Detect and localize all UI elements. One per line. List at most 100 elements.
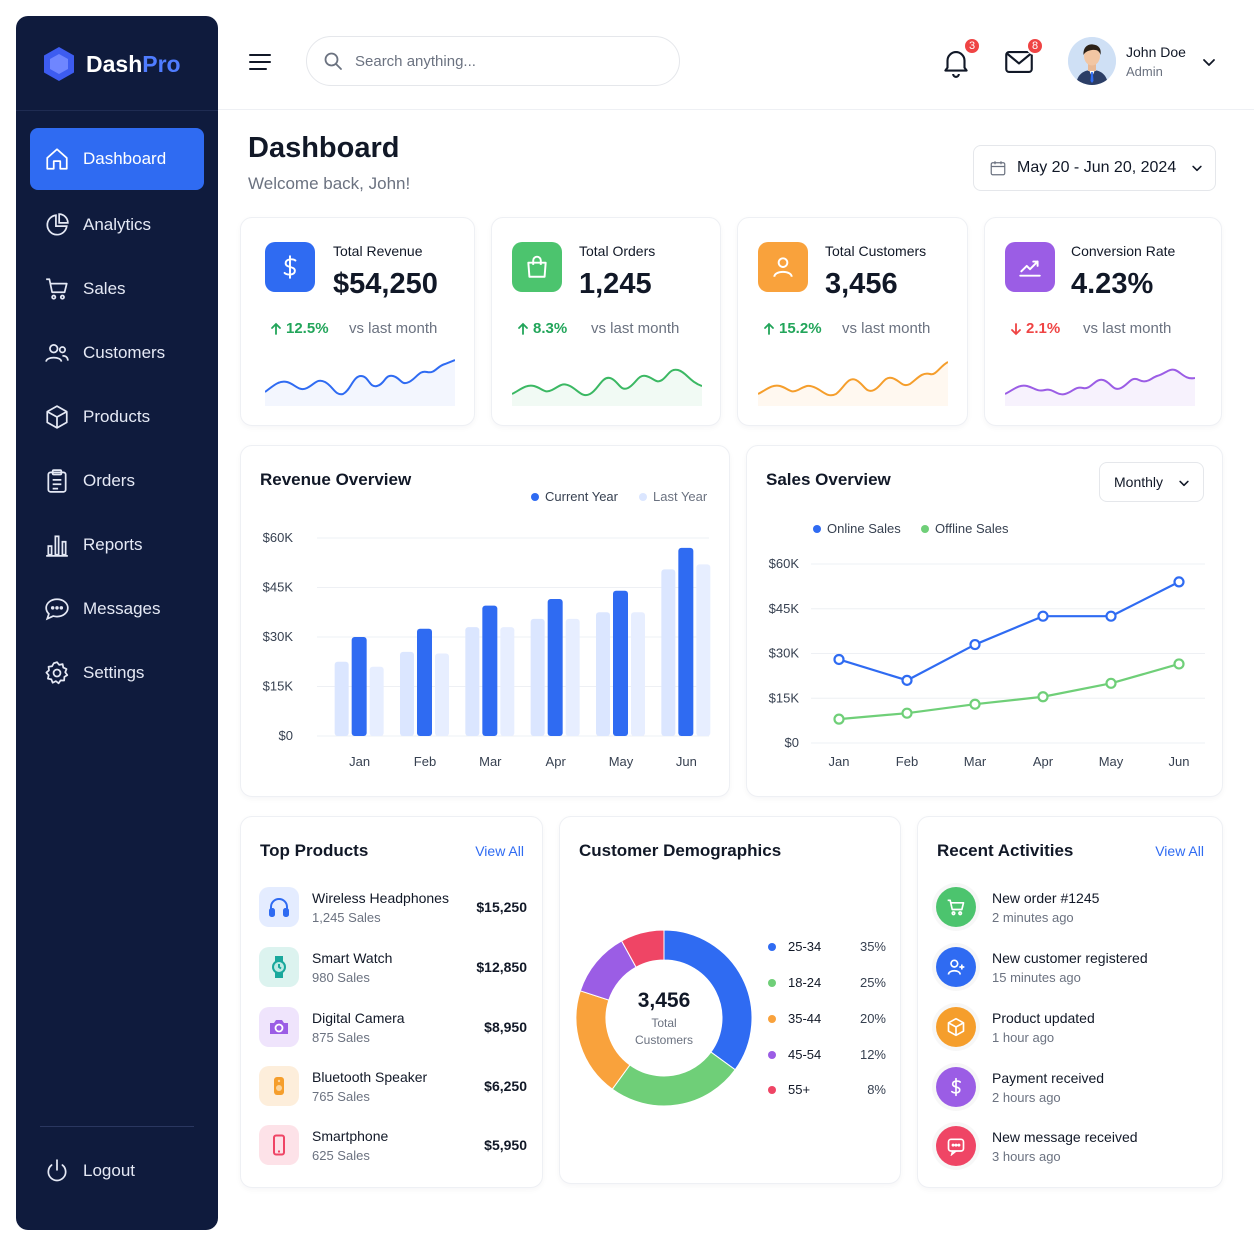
sidebar-divider: [40, 1126, 194, 1127]
list-item[interactable]: Smart Watch 980 Sales $12,850: [259, 947, 527, 991]
bar-current-year: [678, 547, 694, 736]
offline-sales-point: [1173, 658, 1185, 670]
list-item[interactable]: Digital Camera 875 Sales $8,950: [259, 1007, 527, 1051]
pie-chart-icon: [46, 213, 69, 236]
stat-label: Total Orders: [579, 243, 656, 259]
bell-icon: [944, 51, 968, 78]
logout-button[interactable]: Logout: [30, 1140, 204, 1202]
y-tick-label: $45K: [769, 601, 800, 616]
sidebar-item-dashboard[interactable]: Dashboard: [30, 128, 204, 190]
date-range-picker[interactable]: May 20 - Jun 20, 2024: [973, 145, 1216, 191]
product-amount: $6,250: [484, 1078, 527, 1094]
chevron-down-icon[interactable]: [1200, 53, 1218, 71]
search-input[interactable]: [355, 52, 635, 70]
activity-icon-circle: [936, 1007, 976, 1047]
activity-icon-circle: [936, 887, 976, 927]
legend-online-sales[interactable]: Online Sales: [813, 521, 901, 536]
watch-icon: [272, 956, 286, 978]
donut-center-value: 3,456: [637, 989, 691, 1012]
view-all-activities-link[interactable]: View All: [1155, 843, 1204, 859]
list-item[interactable]: Product updated 1 hour ago: [936, 1007, 1206, 1051]
y-tick-label: $30K: [263, 629, 294, 644]
menu-icon[interactable]: [246, 48, 274, 76]
sidebar-item-customers[interactable]: Customers: [30, 322, 204, 384]
sidebar-item-sales[interactable]: Sales: [30, 258, 204, 320]
sidebar-item-analytics[interactable]: Analytics: [30, 194, 204, 256]
online-sales-point: [833, 653, 845, 666]
stat-card-orders: Total Orders 1,245 8.3% vs last month: [491, 217, 721, 426]
bar-current-year: [613, 590, 628, 736]
period-select[interactable]: Monthly: [1099, 462, 1204, 502]
demographic-legend-item: 18-24 25%: [768, 975, 886, 990]
bar-last-year: [334, 661, 349, 736]
search-bar[interactable]: [306, 36, 680, 86]
x-tick-label: Mar: [964, 754, 987, 769]
stat-comparison: vs last month: [1083, 320, 1172, 337]
bar-last-year: [696, 564, 711, 736]
stat-card-conversion: Conversion Rate 4.23% 2.1% vs last month: [984, 217, 1222, 426]
donut-hole: [606, 960, 722, 1076]
stat-value: $54,250: [333, 268, 438, 300]
view-all-products-link[interactable]: View All: [475, 843, 524, 859]
list-item[interactable]: New order #1245 2 minutes ago: [936, 887, 1206, 931]
avatar[interactable]: [1068, 37, 1116, 85]
sidebar-item-products[interactable]: Products: [30, 386, 204, 448]
top-products-card: Top Products View All Wireless Headphone…: [240, 816, 543, 1188]
sidebar-item-settings[interactable]: Settings: [30, 642, 204, 704]
sidebar-item-messages[interactable]: Messages: [30, 578, 204, 640]
list-item[interactable]: Bluetooth Speaker 765 Sales $6,250: [259, 1066, 527, 1110]
y-tick-label: $0: [785, 735, 799, 750]
notification-badge: 3: [963, 37, 981, 55]
offline-sales-point: [1037, 691, 1049, 703]
legend-current-year[interactable]: Current Year: [531, 489, 618, 504]
list-item[interactable]: Payment received 2 hours ago: [936, 1067, 1206, 1111]
product-sales: 980 Sales: [312, 970, 370, 985]
stat-icon-box: [512, 242, 562, 292]
messages-button[interactable]: 8: [1002, 37, 1044, 79]
dollar-icon: [283, 255, 297, 279]
bar-current-year: [351, 637, 367, 736]
user-role: Admin: [1126, 64, 1163, 79]
stat-comparison: vs last month: [349, 320, 438, 337]
sidebar-item-reports[interactable]: Reports: [30, 514, 204, 576]
search-icon: [324, 52, 342, 70]
brand-name: DashPro: [86, 50, 181, 77]
bar-last-year: [596, 612, 610, 736]
stat-comparison: vs last month: [842, 320, 931, 337]
legend-offline-sales[interactable]: Offline Sales: [921, 521, 1008, 536]
x-tick-label: May: [1099, 754, 1124, 769]
arrow-up-icon: [764, 322, 774, 335]
stat-comparison: vs last month: [591, 320, 680, 337]
customer-demographics-card: Customer Demographics 3,456 Total Custom…: [559, 816, 901, 1184]
list-item[interactable]: New message received 3 hours ago: [936, 1126, 1206, 1170]
notifications-button[interactable]: 3: [939, 37, 981, 79]
bar-last-year: [661, 569, 676, 736]
clipboard-icon: [47, 469, 67, 493]
offline-sales-point: [901, 707, 913, 719]
list-item[interactable]: Wireless Headphones 1,245 Sales $15,250: [259, 887, 527, 931]
donut-center-label: Total: [651, 1016, 677, 1030]
chat-icon: [45, 598, 69, 621]
sidebar-item-orders[interactable]: Orders: [30, 450, 204, 512]
sidebar-item-label: Customers: [83, 343, 166, 362]
y-tick-label: $30K: [769, 646, 800, 661]
list-item[interactable]: Smartphone 625 Sales $5,950: [259, 1125, 527, 1169]
stat-icon-box: [758, 242, 808, 292]
bar-chart-icon: [46, 535, 68, 557]
stat-value: 1,245: [579, 268, 652, 300]
stat-icon-box: [265, 242, 315, 292]
sidebar-divider: [16, 110, 218, 111]
product-name: Smart Watch: [312, 950, 393, 966]
x-tick-label: Mar: [479, 754, 502, 769]
activity-title: New order #1245: [992, 890, 1100, 906]
brand-logo[interactable]: DashPro: [42, 44, 181, 84]
card-title: Recent Activities: [937, 841, 1074, 860]
card-title: Sales Overview: [766, 470, 891, 489]
arrow-down-icon: [1011, 322, 1021, 335]
legend-last-year[interactable]: Last Year: [639, 489, 707, 504]
calendar-icon: [990, 161, 1006, 176]
list-item[interactable]: New customer registered 15 minutes ago: [936, 947, 1206, 991]
stat-value: 4.23%: [1071, 268, 1154, 300]
user-name[interactable]: John Doe: [1126, 44, 1186, 60]
bar-last-year: [369, 666, 384, 736]
